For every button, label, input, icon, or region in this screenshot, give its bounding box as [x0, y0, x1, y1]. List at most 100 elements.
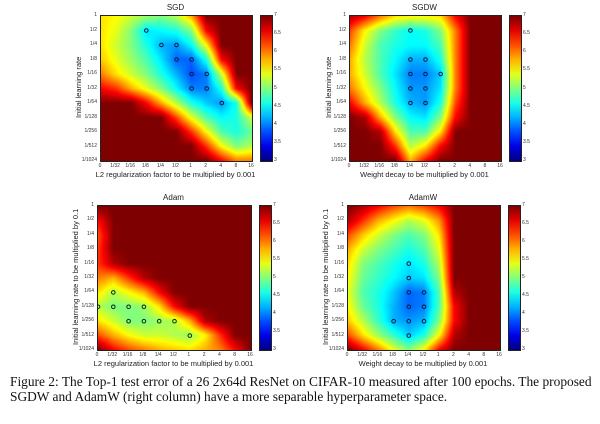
y-tick-label: 1/1024	[330, 157, 346, 163]
best-point-markers	[98, 290, 193, 338]
best-point-marker	[406, 304, 412, 310]
x-tick-label: 2	[202, 352, 206, 358]
x-tick-label: 16	[497, 163, 503, 169]
x-tick-label: 1/2	[172, 163, 179, 169]
colorbar-tick-label: 4.5	[522, 292, 529, 298]
colorbar-tick-label: 3	[523, 157, 526, 163]
x-tick-label: 1/2	[170, 352, 177, 358]
best-point-marker	[98, 304, 101, 310]
colorbar-tick-label: 5	[273, 274, 276, 280]
colorbar-tick-label: 6.5	[523, 30, 530, 37]
y-tick-label: 1/32	[87, 84, 97, 91]
y-tick-label: 1/512	[81, 331, 94, 338]
y-tick-label: 1/16	[84, 259, 94, 266]
colorbar-tick-label: 7	[523, 12, 526, 18]
x-axis-label: L2 regularization factor to be multiplie…	[95, 170, 256, 179]
x-tick-label: 4	[218, 352, 221, 358]
x-tick-label: 1/2	[421, 163, 428, 169]
y-tick-label: 1/256	[333, 128, 346, 134]
x-tick-label: 1/32	[359, 163, 369, 169]
colorbar-tick-label: 5	[274, 84, 277, 91]
y-tick-label: 1	[94, 12, 97, 18]
heatmap-canvas	[348, 206, 500, 350]
best-point-marker	[111, 304, 116, 310]
colorbar-tick-label: 3	[274, 157, 277, 163]
colorbar-tick-label: 4.5	[523, 102, 530, 109]
x-tick-label: 1/16	[372, 352, 383, 358]
heatmap-plot	[349, 15, 502, 162]
colorbar-tick-label: 5.5	[274, 66, 281, 73]
x-tick-label: 0	[345, 352, 349, 358]
colorbar	[509, 15, 522, 162]
y-tick-label: 1/16	[87, 70, 97, 76]
heatmap-canvas	[350, 16, 501, 161]
x-tick-label: 2	[452, 352, 455, 358]
y-tick-label: 1/32	[336, 84, 346, 91]
x-tick-label: 2	[204, 163, 208, 169]
y-tick-label: 1/32	[84, 274, 94, 280]
y-tick-label: 1/256	[84, 128, 97, 134]
best-point-marker	[189, 57, 194, 62]
x-axis-label: L2 regularization factor to be multiplie…	[93, 359, 254, 368]
colorbar-tick-label: 6	[523, 48, 526, 55]
best-point-marker	[406, 318, 412, 324]
heatmap-plot	[347, 205, 501, 351]
x-tick-label: 1/32	[107, 352, 118, 358]
best-point-marker	[438, 71, 443, 77]
x-tick-label: 0	[95, 352, 99, 358]
x-tick-label: 16	[247, 352, 253, 358]
y-tick-label: 1/1024	[81, 157, 97, 163]
colorbar-tick-label: 4	[274, 120, 277, 127]
chart-title: SGDW	[412, 3, 437, 12]
y-tick-label: 1/512	[84, 142, 97, 149]
colorbar	[260, 15, 273, 162]
y-tick-label: 1/4	[337, 230, 344, 237]
best-point-marker	[406, 290, 412, 295]
x-tick-label: 1/32	[357, 352, 368, 358]
best-point-marker	[159, 42, 164, 48]
colorbar-tick-label: 5.5	[273, 256, 280, 262]
colorbar-tick-label: 7	[273, 202, 276, 208]
best-point-marker	[172, 318, 177, 324]
colorbar-tick-label: 6	[274, 48, 277, 55]
x-tick-label: 1/4	[404, 352, 412, 358]
colorbar-tick-label: 5	[523, 84, 526, 91]
colorbar-tick-label: 4	[522, 310, 525, 316]
x-tick-label: 0	[98, 163, 102, 169]
colorbar-tick-label: 7	[522, 202, 525, 208]
best-point-markers	[144, 28, 225, 106]
chart-title: AdamW	[408, 193, 438, 202]
y-tick-label: 1/1024	[78, 346, 94, 352]
y-tick-label: 1/1024	[328, 346, 344, 352]
best-point-marker	[421, 290, 427, 295]
colorbar-tick-label: 6.5	[274, 30, 281, 37]
y-tick-label: 1/4	[87, 230, 94, 237]
best-point-marker	[141, 304, 147, 310]
y-tick-label: 1/128	[81, 302, 94, 309]
y-tick-label: 1/128	[331, 302, 344, 309]
x-tick-label: 1/16	[125, 163, 136, 169]
best-point-marker	[408, 28, 413, 33]
colorbar-tick-label: 3	[273, 346, 276, 352]
best-point-marker	[423, 86, 428, 91]
colorbar	[259, 205, 272, 351]
y-tick-label: 1/8	[90, 55, 97, 62]
y-tick-label: 1/2	[90, 26, 97, 33]
y-tick-label: 1/8	[337, 245, 344, 252]
y-tick-label: 1/2	[87, 216, 94, 223]
x-tick-label: 1	[438, 163, 441, 169]
best-point-marker	[141, 318, 147, 324]
y-tick-label: 1/128	[84, 113, 97, 120]
y-tick-label: 1/512	[333, 142, 346, 149]
figure-caption: Figure 2: The Top-1 test error of a 26 2…	[10, 374, 592, 404]
x-tick-label: 0	[347, 163, 351, 169]
best-point-marker	[423, 100, 428, 106]
colorbar-tick-label: 4	[273, 310, 276, 316]
best-point-marker	[144, 28, 149, 33]
x-tick-label: 1/4	[156, 163, 164, 169]
x-tick-label: 16	[496, 352, 502, 358]
colorbar-tick-label: 7	[274, 12, 277, 18]
best-point-marker	[408, 100, 413, 106]
colorbar-tick-label: 3.5	[273, 328, 280, 334]
y-axis-label: Initial learning rate	[324, 56, 333, 118]
